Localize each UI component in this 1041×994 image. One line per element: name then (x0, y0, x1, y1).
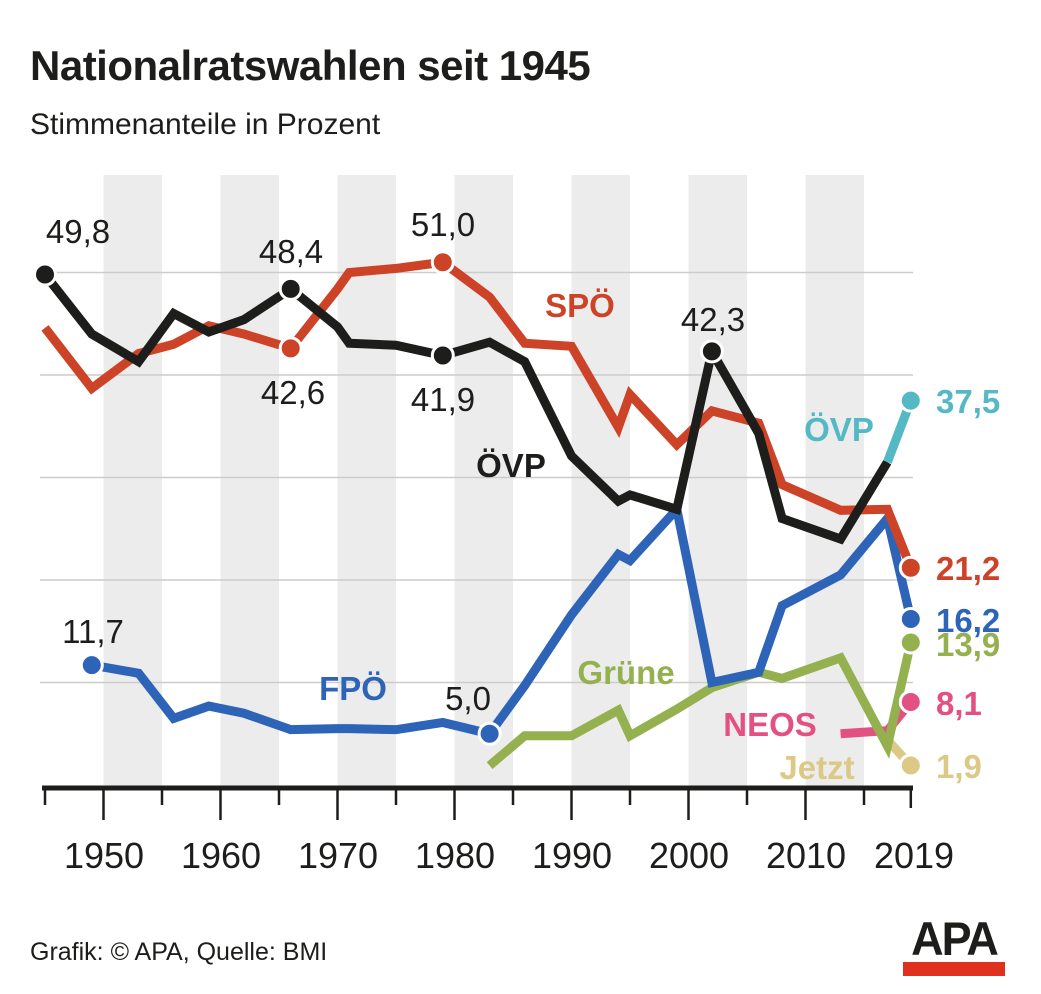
end-value-label-1-9: 1,9 (936, 748, 982, 785)
value-label-49-8: 49,8 (46, 213, 110, 250)
data-point--vp-1979 (430, 343, 455, 368)
data-point-sp--2019 (898, 555, 923, 580)
value-label-41-9: 41,9 (411, 381, 475, 418)
end-value-label-21-2: 21,2 (936, 550, 1000, 587)
data-point-fp--2019 (898, 606, 923, 631)
apa-logo: APA (903, 911, 1005, 978)
source-credit: Grafik: © APA, Quelle: BMI (30, 938, 328, 966)
data-point-fp--1949 (79, 653, 104, 678)
data-point--vp-2002 (699, 339, 724, 364)
decade-band (220, 175, 279, 788)
end-value-label-13-9: 13,9 (936, 626, 1000, 663)
data-point-sp--1979 (430, 250, 455, 275)
end-value-label-37-5: 37,5 (936, 383, 1000, 420)
x-tick-label-1990: 1990 (532, 835, 612, 876)
party-label-jetzt: Jetzt (779, 749, 854, 786)
apa-logo-text: APA (911, 911, 999, 966)
x-tick-label-2019: 2019 (874, 835, 954, 876)
data-point-sp--1966 (278, 336, 303, 361)
party-label-sp-: SPÖ (545, 287, 615, 324)
end-value-label-16-2: 16,2 (936, 602, 1000, 639)
x-tick-label-1980: 1980 (415, 835, 495, 876)
apa-logo-red-bar (903, 962, 1005, 976)
party-label--vp: ÖVP (804, 411, 874, 448)
decade-band (805, 175, 864, 788)
value-label-42-6: 42,6 (261, 374, 325, 411)
series-line-sp- (41, 257, 915, 570)
party-label-fp-: FPÖ (319, 670, 387, 707)
value-label-51-0: 51,0 (411, 206, 475, 243)
value-label-11-7: 11,7 (62, 613, 124, 650)
data-point-jetzt-2019 (898, 753, 923, 778)
data-point--vp-2019-2019 (898, 388, 923, 413)
page-subtitle: Stimmenanteile in Prozent (30, 108, 381, 141)
data-point-gr-ne-2019 (898, 630, 923, 655)
value-label-48-4: 48,4 (259, 233, 323, 270)
x-tick-label-1950: 1950 (64, 835, 144, 876)
series-line--vp (41, 271, 892, 545)
page-title: Nationalratswahlen seit 1945 (30, 42, 591, 89)
data-point-neos-2019 (898, 689, 923, 714)
x-tick-label-2010: 2010 (766, 835, 846, 876)
end-value-label-8-1: 8,1 (936, 685, 982, 722)
x-tick-label-1970: 1970 (298, 835, 378, 876)
party-label--vp: ÖVP (476, 447, 546, 484)
x-tick-label-2000: 2000 (649, 835, 729, 876)
party-label-neos: NEOS (723, 706, 817, 743)
data-point--vp-1945 (33, 262, 57, 287)
x-tick-label-1960: 1960 (181, 835, 261, 876)
series-line-gr-ne (486, 641, 916, 769)
value-label-5-0: 5,0 (445, 680, 491, 717)
data-point--vp-1966 (278, 276, 303, 301)
series-line-fp- (91, 499, 916, 739)
party-label-gr-ne: Grüne (577, 654, 674, 691)
value-label-42-3: 42,3 (681, 301, 745, 338)
data-point-fp--1983 (477, 721, 502, 746)
